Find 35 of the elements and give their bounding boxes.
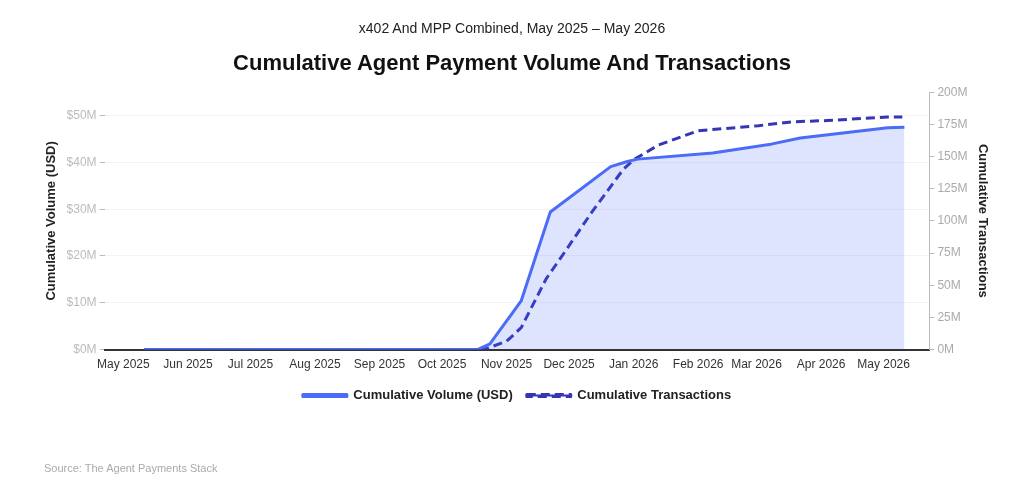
y2-tick-label: 175M xyxy=(937,116,968,131)
source-note: Source: The Agent Payments Stack xyxy=(44,462,218,474)
legend-label: Cumulative Transactions xyxy=(577,387,732,403)
y2-tick-label: 200M xyxy=(937,84,968,99)
y2-tick-label: 100M xyxy=(937,213,968,228)
y-tick-label: $20M xyxy=(66,248,97,263)
y-tick-label: $10M xyxy=(66,295,97,310)
legend-label: Cumulative Volume (USD) xyxy=(353,387,513,403)
x-tick-label: Oct 2025 xyxy=(417,357,467,372)
x-tick-label: Jan 2026 xyxy=(608,357,659,372)
y-tick-label: $50M xyxy=(66,107,97,122)
y2-tick-label: 125M xyxy=(937,181,968,196)
x-tick-label: May 2025 xyxy=(97,357,151,372)
x-tick-label: Apr 2026 xyxy=(796,357,846,372)
y2-tick-label: 75M xyxy=(937,245,961,260)
x-tick-label: Aug 2025 xyxy=(289,357,341,372)
y-tick-label: $0M xyxy=(73,341,97,356)
chart-title: Cumulative Agent Payment Volume And Transactions xyxy=(232,50,792,76)
y2-tick-label: 150M xyxy=(937,148,968,163)
x-tick-label: May 2026 xyxy=(857,357,911,372)
x-tick-label: Sep 2025 xyxy=(353,357,406,372)
x-tick-label: Feb 2026 xyxy=(672,357,724,372)
y2-tick-label: 50M xyxy=(937,277,961,292)
x-tick-label: Dec 2025 xyxy=(543,357,596,372)
x-tick-label: Nov 2025 xyxy=(480,357,533,372)
x-tick-label: Jun 2025 xyxy=(163,357,213,372)
y-axis-title: Cumulative Volume (USD) xyxy=(43,141,59,301)
chart-subtitle: x402 And MPP Combined, May 2025 – May 2026 xyxy=(357,20,667,36)
x-tick-label: Jul 2025 xyxy=(227,357,274,372)
x-tick-label: Mar 2026 xyxy=(731,357,783,372)
y-tick-label: $30M xyxy=(66,201,97,216)
y-tick-label: $40M xyxy=(66,154,97,169)
y2-tick-label: 0M xyxy=(937,341,955,356)
y2-axis-title: Cumulative Transactions xyxy=(975,143,991,298)
y2-tick-label: 25M xyxy=(937,309,961,324)
